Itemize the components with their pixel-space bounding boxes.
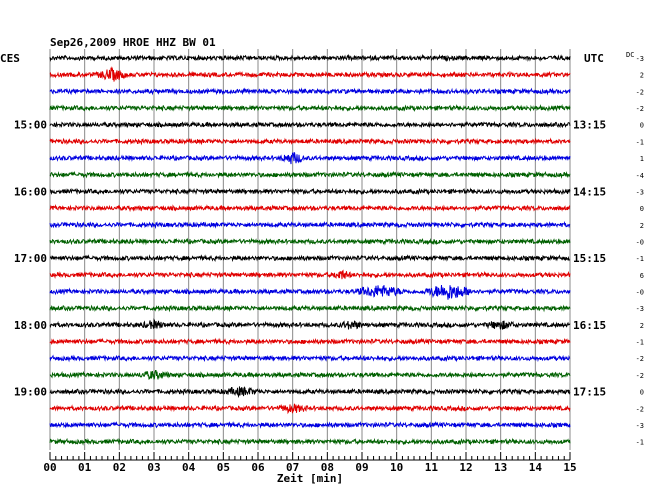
right-time-label: 13:15 <box>573 119 606 132</box>
trace-row-17 <box>49 337 571 346</box>
trace-row-13 <box>49 269 571 280</box>
right-time-label: 15:15 <box>573 252 606 265</box>
dc-offset-value: -3 <box>636 305 644 313</box>
trace-row-7 <box>49 170 571 179</box>
left-hour-label: 15:00 <box>14 119 47 132</box>
trace-row-16 <box>49 318 571 330</box>
dc-offset-value: -3 <box>636 55 644 63</box>
left-hour-label: 19:00 <box>14 386 47 399</box>
dc-offset-value: -1 <box>636 339 644 347</box>
dc-offset-value: 0 <box>640 389 644 397</box>
right-time-label: 14:15 <box>573 185 606 198</box>
trace-row-15 <box>49 304 571 313</box>
trace-row-4 <box>49 120 571 129</box>
dc-offset-value: -2 <box>636 105 644 113</box>
x-tick-label: 05 <box>217 461 230 474</box>
right-time-labels: 13:15 14:15 15:15 16:15 17:15 <box>573 119 606 399</box>
right-time-label: 16:15 <box>573 319 606 332</box>
trace-row-23 <box>49 437 571 446</box>
trace-row-0 <box>49 53 571 63</box>
dc-offset-value: -2 <box>636 372 644 380</box>
trace-row-21 <box>49 403 571 415</box>
dc-offset-labels: -3 2 -2 -2 0 -1 1 -4 -3 0 2 -0 -1 6 -0 -3 2 -1 -2 -2 0 -2 -3 -1 <box>636 55 644 447</box>
x-tick-label: 00 <box>43 461 56 474</box>
left-axis-label: CES <box>0 52 20 65</box>
x-tick-label: 09 <box>355 461 368 474</box>
dc-offset-value: -1 <box>636 439 644 447</box>
dc-offset-value: 0 <box>640 122 644 130</box>
x-tick-label: 08 <box>321 461 334 474</box>
x-tick-label: 12 <box>459 461 472 474</box>
dc-offset-value: 2 <box>640 72 644 80</box>
dc-offset-value: -4 <box>636 172 644 180</box>
trace-row-20 <box>49 386 571 399</box>
dc-offset-value: -3 <box>636 422 644 430</box>
dc-offset-value: -2 <box>636 88 644 96</box>
trace-row-22 <box>49 421 571 429</box>
trace-row-2 <box>49 87 571 96</box>
x-tick-label: 02 <box>113 461 126 474</box>
x-tick-label: 13 <box>494 461 507 474</box>
trace-row-1 <box>49 66 571 82</box>
x-tick-label: 04 <box>182 461 196 474</box>
trace-row-8 <box>49 187 571 196</box>
chart-labels: Sep26,2009 HROE HHZ BW 01 CES UTC DC Zei… <box>0 36 634 485</box>
right-axis-label: UTC <box>584 52 604 65</box>
dc-offset-value: 2 <box>640 222 644 230</box>
right-time-label: 17:15 <box>573 386 606 399</box>
x-axis-label: Zeit [min] <box>277 472 343 485</box>
x-tick-label: 14 <box>529 461 543 474</box>
trace-row-12 <box>49 254 571 263</box>
chart-title: Sep26,2009 HROE HHZ BW 01 <box>50 36 216 49</box>
trace-row-3 <box>49 103 571 113</box>
x-tick-label: 07 <box>286 461 299 474</box>
left-hour-label: 18:00 <box>14 319 47 332</box>
left-hour-labels: 15:00 16:00 17:00 18:00 19:00 <box>14 119 47 399</box>
dc-offset-value: 6 <box>640 272 644 280</box>
x-tick-label: 03 <box>147 461 160 474</box>
x-tick-label: 15 <box>563 461 576 474</box>
dc-offset-value: -1 <box>636 138 644 146</box>
x-tick-label: 06 <box>251 461 265 474</box>
dc-offset-value: -0 <box>636 289 644 297</box>
grid-lines <box>49 49 571 450</box>
dc-offset-value: -2 <box>636 355 644 363</box>
trace-row-18 <box>49 354 571 363</box>
x-tick-label: 01 <box>78 461 92 474</box>
dc-offset-value: -3 <box>636 188 644 196</box>
dc-label: DC <box>626 51 634 59</box>
trace-row-6 <box>49 152 571 165</box>
dc-offset-value: -0 <box>636 238 644 246</box>
x-tick-label: 11 <box>425 461 439 474</box>
trace-row-11 <box>49 237 571 246</box>
trace-row-9 <box>49 204 571 213</box>
left-hour-label: 17:00 <box>14 252 47 265</box>
dc-offset-value: 0 <box>640 205 644 213</box>
x-tick-label: 10 <box>390 461 403 474</box>
dc-offset-value: -2 <box>636 405 644 413</box>
dc-offset-value: 2 <box>640 322 644 330</box>
dc-offset-value: 1 <box>640 155 644 163</box>
trace-row-5 <box>49 137 571 146</box>
trace-row-10 <box>49 220 571 229</box>
trace-row-14 <box>49 285 571 300</box>
dc-offset-value: -1 <box>636 255 644 263</box>
left-hour-label: 16:00 <box>14 185 47 198</box>
x-axis: 00 01 02 03 04 05 06 07 08 09 10 11 12 13 14 15 <box>43 452 577 474</box>
trace-row-19 <box>49 369 571 380</box>
seismic-traces <box>49 53 571 446</box>
